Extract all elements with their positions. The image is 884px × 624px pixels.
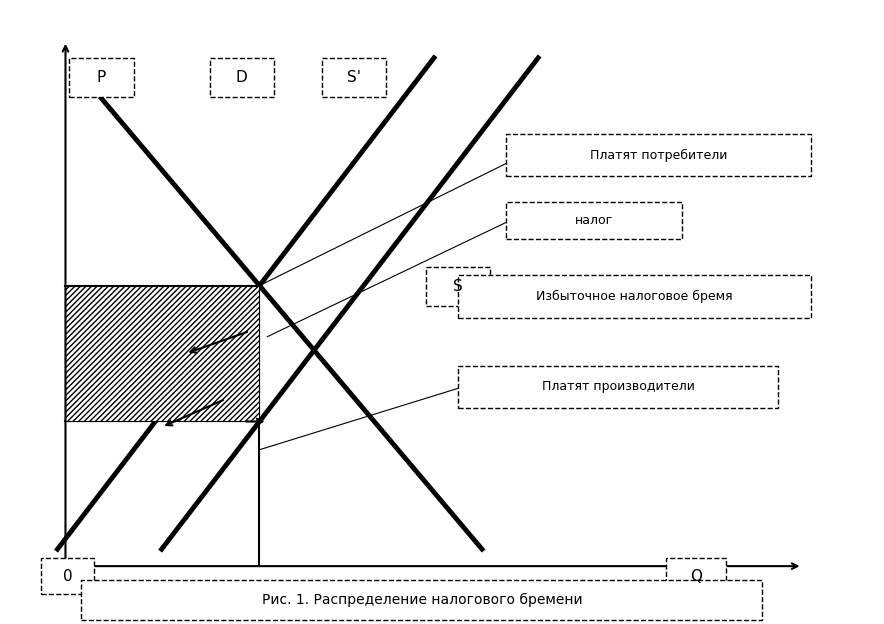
- FancyBboxPatch shape: [210, 58, 274, 97]
- Text: Платят потребители: Платят потребители: [590, 149, 727, 162]
- FancyBboxPatch shape: [506, 134, 811, 177]
- Text: налог: налог: [575, 214, 613, 227]
- FancyBboxPatch shape: [458, 366, 779, 408]
- FancyBboxPatch shape: [506, 202, 682, 238]
- FancyBboxPatch shape: [70, 58, 133, 97]
- Text: 0: 0: [63, 568, 72, 583]
- Text: Рис. 1. Распределение налогового бремени: Рис. 1. Распределение налогового бремени: [262, 593, 583, 607]
- Text: S': S': [347, 70, 361, 85]
- Text: Q: Q: [690, 568, 703, 583]
- FancyBboxPatch shape: [81, 580, 762, 620]
- Text: Избыточное налоговое бремя: Избыточное налоговое бремя: [536, 290, 733, 303]
- Polygon shape: [65, 286, 260, 421]
- Text: Платят производители: Платят производители: [542, 381, 695, 393]
- FancyBboxPatch shape: [42, 558, 94, 595]
- FancyBboxPatch shape: [322, 58, 386, 97]
- FancyBboxPatch shape: [426, 267, 490, 306]
- Text: D: D: [236, 70, 248, 85]
- Text: P: P: [97, 70, 106, 85]
- FancyBboxPatch shape: [458, 275, 811, 318]
- FancyBboxPatch shape: [667, 558, 727, 595]
- Text: S: S: [453, 279, 463, 294]
